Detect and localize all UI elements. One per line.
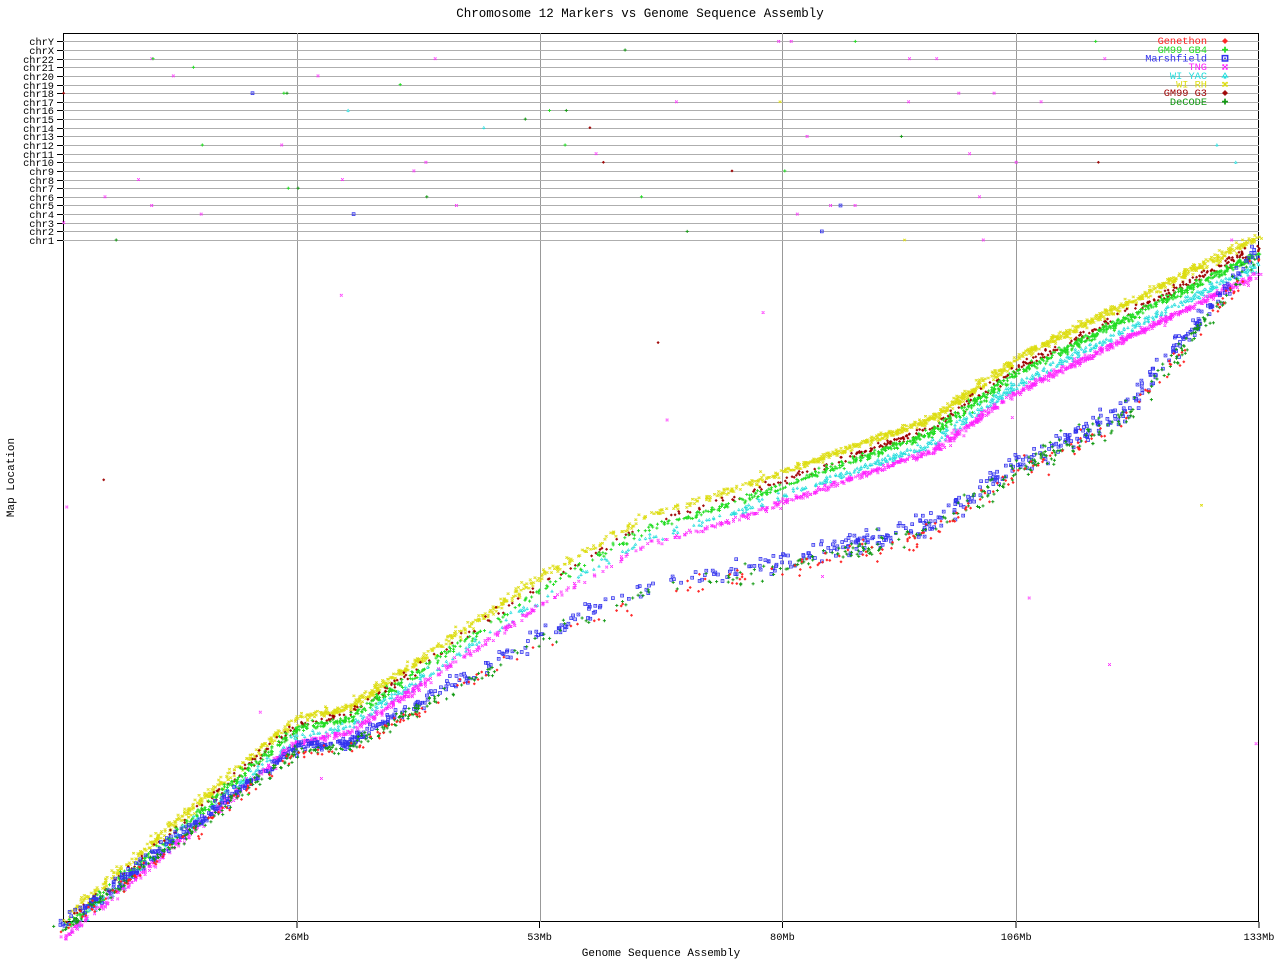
svg-text:53Mb: 53Mb xyxy=(527,932,552,944)
svg-text:Chromosome 12 Markers vs Genom: Chromosome 12 Markers vs Genome Sequence… xyxy=(456,7,824,21)
svg-text:Map Location: Map Location xyxy=(6,438,18,517)
svg-text:chr1: chr1 xyxy=(29,236,54,248)
svg-text:133Mb: 133Mb xyxy=(1244,932,1275,944)
svg-text:106Mb: 106Mb xyxy=(1001,932,1032,944)
svg-text:26Mb: 26Mb xyxy=(284,932,309,944)
svg-text:Genome Sequence Assembly: Genome Sequence Assembly xyxy=(582,948,741,960)
svg-text:DeCODE: DeCODE xyxy=(1170,97,1207,109)
svg-text:80Mb: 80Mb xyxy=(770,932,795,944)
